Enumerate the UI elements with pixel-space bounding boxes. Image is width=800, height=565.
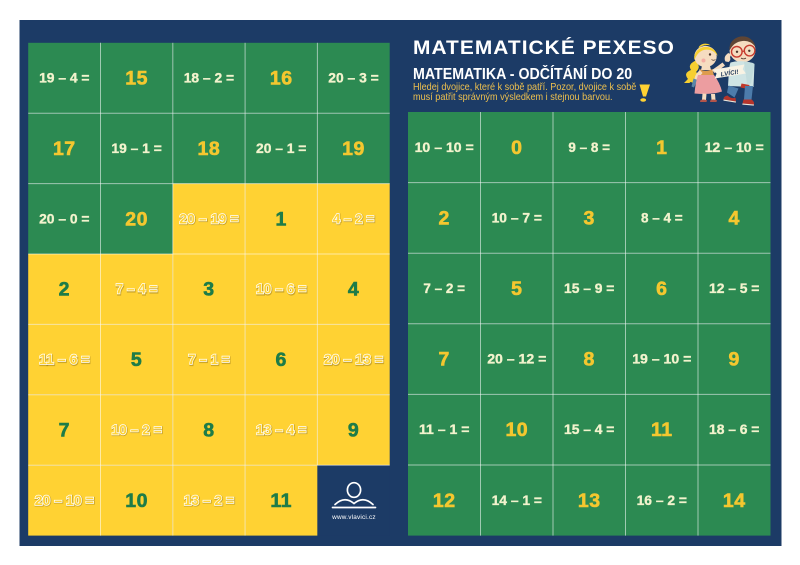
svg-text:12: 12 [433, 490, 456, 512]
svg-text:13 – 2 =: 13 – 2 = [184, 494, 234, 510]
svg-text:20 – 3 =: 20 – 3 = [328, 71, 378, 87]
svg-text:2: 2 [59, 279, 70, 301]
svg-text:7 – 1 =: 7 – 1 = [188, 352, 230, 368]
svg-text:18 – 2 =: 18 – 2 = [184, 71, 234, 87]
svg-text:13: 13 [578, 490, 601, 512]
svg-text:7 – 4 =: 7 – 4 = [116, 282, 158, 298]
svg-text:6: 6 [656, 278, 667, 300]
svg-text:4 – 2 =: 4 – 2 = [333, 212, 375, 228]
svg-text:9: 9 [348, 420, 359, 442]
svg-text:20 – 0 =: 20 – 0 = [39, 211, 89, 227]
svg-text:19 – 4 =: 19 – 4 = [39, 71, 89, 87]
svg-text:18: 18 [198, 138, 221, 160]
svg-text:11: 11 [651, 419, 673, 441]
svg-text:19 – 10 =: 19 – 10 = [632, 352, 691, 368]
svg-text:18 – 6 =: 18 – 6 = [709, 422, 759, 438]
svg-text:3: 3 [584, 207, 595, 229]
svg-text:8 – 4 =: 8 – 4 = [641, 210, 683, 226]
svg-text:19: 19 [342, 138, 365, 160]
svg-text:5: 5 [511, 278, 522, 300]
svg-text:5: 5 [131, 349, 142, 371]
svg-text:20 – 10 =: 20 – 10 = [35, 493, 94, 509]
svg-text:20 – 13 =: 20 – 13 = [324, 353, 383, 369]
svg-text:7 – 4 =: 7 – 4 = [116, 282, 158, 298]
svg-text:11 – 6 =: 11 – 6 = [40, 353, 90, 369]
svg-text:10 – 2 =: 10 – 2 = [111, 423, 161, 439]
svg-text:0: 0 [511, 137, 522, 159]
svg-text:9 – 8 =: 9 – 8 = [568, 140, 610, 156]
svg-text:20 – 10 =: 20 – 10 = [35, 494, 94, 510]
svg-text:10 – 7 =: 10 – 7 = [492, 210, 542, 226]
svg-text:12 – 5 =: 12 – 5 = [709, 281, 759, 297]
svg-text:LVÍCI!: LVÍCI! [720, 69, 739, 79]
svg-text:20 – 19 =: 20 – 19 = [180, 212, 239, 228]
svg-text:10: 10 [125, 490, 148, 512]
svg-text:11 – 1 =: 11 – 1 = [419, 422, 469, 438]
svg-text:13 – 4 =: 13 – 4 = [257, 423, 307, 439]
svg-text:1: 1 [656, 137, 667, 159]
svg-text:11: 11 [270, 490, 292, 512]
svg-text:15 – 4 =: 15 – 4 = [564, 422, 614, 438]
svg-text:www.vlavici.cz: www.vlavici.cz [331, 514, 376, 521]
svg-text:20 – 12 =: 20 – 12 = [487, 352, 546, 368]
svg-text:12 – 10 =: 12 – 10 = [705, 140, 764, 156]
svg-text:16: 16 [270, 68, 293, 90]
svg-text:1: 1 [276, 208, 287, 230]
svg-text:8: 8 [584, 349, 595, 371]
svg-text:19 – 1 =: 19 – 1 = [111, 141, 161, 157]
svg-text:13 – 4 =: 13 – 4 = [256, 423, 306, 439]
svg-text:16 – 2 =: 16 – 2 = [637, 493, 687, 509]
svg-text:11 – 6 =: 11 – 6 = [39, 352, 89, 368]
svg-text:9: 9 [729, 349, 740, 371]
svg-text:17: 17 [53, 138, 76, 160]
svg-text:7: 7 [439, 349, 450, 371]
svg-text:7: 7 [59, 420, 70, 442]
svg-text:8: 8 [203, 420, 214, 442]
svg-text:2: 2 [439, 207, 450, 229]
svg-text:14: 14 [723, 490, 746, 512]
svg-text:13 – 2 =: 13 – 2 = [184, 493, 234, 509]
svg-text:3: 3 [203, 279, 214, 301]
svg-text:15 – 9 =: 15 – 9 = [564, 281, 614, 297]
svg-text:4: 4 [729, 207, 740, 229]
svg-text:10 – 2 =: 10 – 2 = [112, 423, 162, 439]
svg-text:10 – 10 =: 10 – 10 = [415, 140, 474, 156]
svg-text:20 – 1 =: 20 – 1 = [256, 141, 306, 157]
svg-text:15: 15 [125, 68, 148, 90]
svg-text:14 – 1 =: 14 – 1 = [492, 493, 542, 509]
svg-text:7 – 1 =: 7 – 1 = [189, 353, 231, 369]
svg-text:10 – 6 =: 10 – 6 = [256, 282, 306, 298]
svg-text:6: 6 [276, 349, 287, 371]
svg-text:10: 10 [505, 419, 528, 441]
svg-text:10 – 6 =: 10 – 6 = [257, 282, 307, 298]
svg-text:20 – 13 =: 20 – 13 = [324, 352, 383, 368]
svg-text:20: 20 [125, 208, 148, 230]
svg-text:4 – 2 =: 4 – 2 = [333, 211, 375, 227]
svg-text:20 – 19 =: 20 – 19 = [179, 211, 238, 227]
svg-text:7 – 2 =: 7 – 2 = [423, 281, 465, 297]
svg-text:4: 4 [348, 279, 359, 301]
